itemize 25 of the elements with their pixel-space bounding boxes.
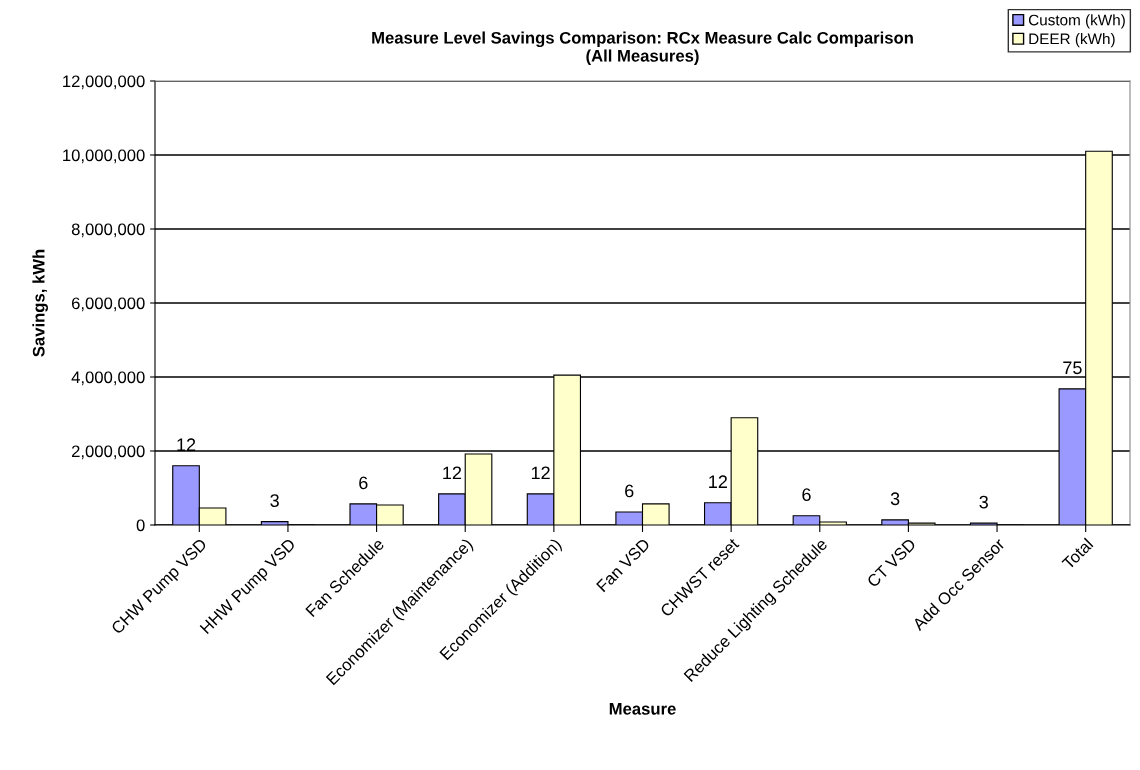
annotation: 3 xyxy=(979,495,988,509)
x-axis-title: Measure xyxy=(609,703,676,715)
annotation: 12 xyxy=(443,466,462,480)
legend-label: Custom (kWh) xyxy=(1028,14,1125,29)
annotation: 3 xyxy=(890,492,900,506)
x-tick-label: CT VSD xyxy=(866,537,917,588)
annotation: 12 xyxy=(531,466,550,480)
x-tick-label: Fan VSD xyxy=(595,537,651,593)
annotation: 3 xyxy=(270,494,279,507)
annotation: 75 xyxy=(1063,361,1082,375)
annotation: 12 xyxy=(177,438,196,451)
annotation: 6 xyxy=(625,484,634,498)
chart-title: Measure Level Savings Comparison: RCx Measure Calc Comparison (All Measures) xyxy=(372,31,913,66)
annotation: 6 xyxy=(802,488,811,502)
y-tick-label: 2,000,000 xyxy=(71,445,145,460)
y-tick-label: 10,000,000 xyxy=(63,149,145,164)
y-axis-title: Savings, kWh xyxy=(32,249,48,357)
y-tick-label: 0 xyxy=(136,519,145,532)
y-tick-label: 6,000,000 xyxy=(71,297,145,312)
legend-label: DEER (kWh) xyxy=(1029,33,1115,48)
y-tick-label: 12,000,000 xyxy=(63,75,145,90)
annotation: 6 xyxy=(359,476,368,490)
y-tick-label: 8,000,000 xyxy=(71,223,145,238)
y-tick-label: 4,000,000 xyxy=(71,371,145,386)
annotation: 12 xyxy=(709,475,727,488)
